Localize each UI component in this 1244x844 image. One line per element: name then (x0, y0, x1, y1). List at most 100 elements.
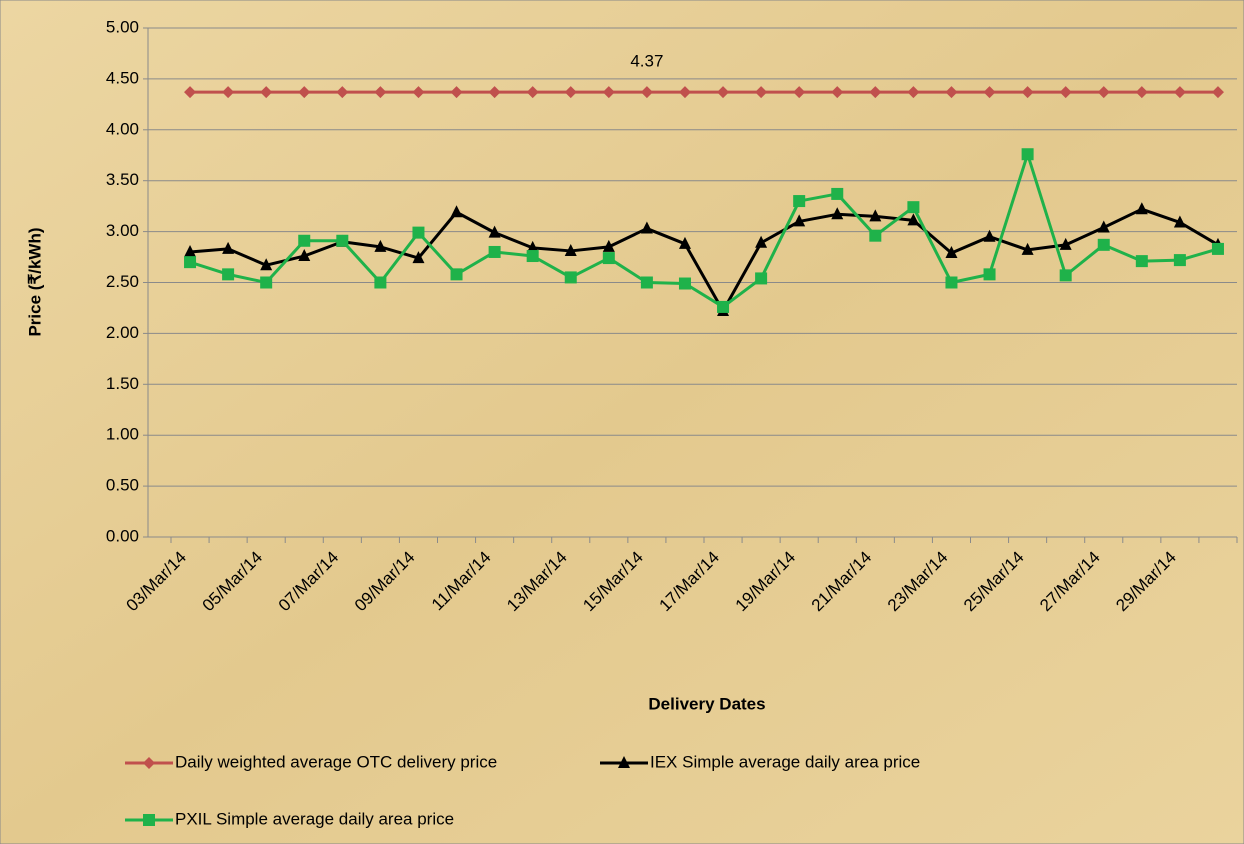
data-point (298, 249, 311, 262)
data-point (1211, 86, 1224, 99)
data-point (640, 221, 653, 234)
data-point (1173, 86, 1186, 99)
y-tick-label: 3.50 (106, 170, 139, 189)
data-point (717, 300, 730, 313)
y-tick-label: 4.00 (106, 119, 139, 138)
data-point (526, 240, 539, 253)
data-point (260, 276, 273, 289)
data-point (945, 245, 958, 258)
legend-label: PXIL Simple average daily area price (175, 809, 454, 828)
y-tick-label: 3.00 (106, 221, 139, 240)
data-point (184, 256, 197, 269)
data-point (1021, 86, 1034, 99)
data-point (260, 258, 273, 271)
series-line (189, 152, 1219, 309)
data-point (488, 245, 501, 258)
data-point (222, 241, 235, 254)
data-point (1097, 86, 1110, 99)
data-point (450, 205, 463, 218)
data-point (1021, 242, 1034, 255)
data-point (488, 225, 501, 238)
data-point (678, 236, 691, 249)
data-point (222, 268, 235, 281)
data-point (831, 207, 844, 220)
data-point (1135, 255, 1148, 268)
data-point (1135, 86, 1148, 99)
data-point (298, 234, 311, 247)
series-line (189, 207, 1219, 313)
legend-label: Daily weighted average OTC delivery pric… (175, 752, 497, 771)
data-point (1135, 202, 1148, 215)
data-point (907, 201, 920, 214)
data-point (488, 86, 501, 99)
data-point (793, 214, 806, 227)
data-point (755, 272, 768, 285)
data-point (374, 239, 387, 252)
data-point (184, 86, 197, 99)
data-point (450, 268, 463, 281)
data-point (1059, 86, 1072, 99)
data-point (184, 244, 197, 257)
data-point (564, 271, 577, 284)
data-point (602, 86, 615, 99)
legend-label: IEX Simple average daily area price (650, 752, 920, 771)
data-point (640, 276, 653, 289)
data-point (1097, 220, 1110, 233)
data-point (412, 226, 425, 239)
data-point (336, 86, 349, 99)
data-point (717, 86, 730, 99)
data-point (907, 213, 920, 226)
data-point (1097, 238, 1110, 251)
data-point (450, 86, 463, 99)
x-axis-title: Delivery Dates (648, 694, 765, 713)
data-point (298, 86, 311, 99)
data-point (793, 195, 806, 208)
y-tick-label: 1.00 (106, 425, 139, 444)
data-point (831, 86, 844, 99)
data-point (374, 276, 387, 289)
data-point (1059, 237, 1072, 250)
data-point (755, 235, 768, 248)
y-tick-label: 5.00 (106, 17, 139, 36)
data-point (755, 86, 768, 99)
data-point (945, 86, 958, 99)
data-point (1211, 242, 1224, 255)
data-point (374, 86, 387, 99)
data-point (869, 86, 882, 99)
data-point (678, 277, 691, 290)
legend-marker (618, 756, 630, 768)
data-point (945, 276, 958, 289)
data-point (869, 229, 882, 242)
y-axis-title: Price (₹/kWh) (25, 227, 44, 336)
legend-marker (143, 757, 155, 769)
data-point (640, 86, 653, 99)
data-point (526, 86, 539, 99)
data-point (678, 86, 691, 99)
legend-marker (143, 814, 155, 826)
data-point (336, 234, 349, 247)
data-point (564, 243, 577, 256)
data-point (526, 250, 539, 263)
data-point (1059, 269, 1072, 282)
data-point (907, 86, 920, 99)
y-tick-label: 0.00 (106, 526, 139, 545)
data-label: 4.37 (630, 52, 663, 71)
data-point (602, 239, 615, 252)
y-tick-label: 1.50 (106, 374, 139, 393)
data-point (1173, 215, 1186, 228)
data-point (602, 252, 615, 265)
y-tick-label: 4.50 (106, 68, 139, 87)
data-point (1173, 254, 1186, 267)
data-point (260, 86, 273, 99)
data-point (222, 86, 235, 99)
data-point (412, 86, 425, 99)
y-tick-label: 2.50 (106, 272, 139, 291)
data-point (793, 86, 806, 99)
data-point (564, 86, 577, 99)
y-tick-label: 2.00 (106, 323, 139, 342)
data-point (983, 86, 996, 99)
data-point (869, 209, 882, 222)
